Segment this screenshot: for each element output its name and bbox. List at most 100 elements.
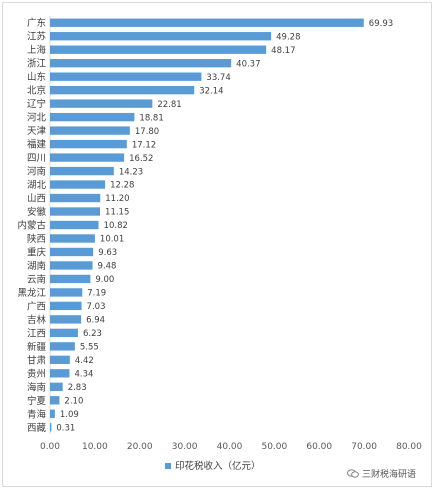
bar (50, 112, 135, 122)
bar (50, 301, 82, 311)
bar (50, 234, 95, 243)
data-label: 2.83 (68, 383, 87, 393)
data-label: 16.52 (129, 154, 153, 164)
category-label: 宁夏 (27, 395, 47, 407)
bar (50, 409, 55, 418)
data-label: 9.48 (98, 262, 117, 272)
category-label: 江苏 (27, 31, 47, 43)
x-tick-label: 40.00 (217, 442, 243, 452)
bar (50, 72, 202, 81)
data-label: 22.81 (157, 100, 181, 110)
data-label: 40.37 (236, 59, 260, 69)
category-label: 甘肃 (27, 354, 46, 366)
bar (50, 153, 125, 162)
data-label: 4.42 (75, 356, 94, 366)
data-label: 6.23 (83, 329, 102, 339)
category-label: 河北 (27, 112, 47, 124)
data-label: 5.55 (80, 343, 99, 353)
category-label: 海南 (27, 381, 46, 393)
data-label: 69.93 (369, 19, 393, 29)
category-label: 青海 (27, 408, 47, 420)
data-label: 9.00 (95, 275, 114, 285)
bar (50, 45, 267, 54)
category-label: 山东 (27, 71, 46, 83)
data-label: 11.15 (105, 208, 129, 218)
data-label: 33.74 (206, 73, 230, 83)
data-label: 2.10 (64, 396, 83, 406)
legend-label: 印花税收入（亿元） (175, 460, 261, 472)
category-label: 内蒙古 (17, 220, 46, 232)
data-label: 0.31 (56, 423, 75, 433)
bar (50, 328, 78, 338)
category-label: 陕西 (27, 233, 46, 245)
category-label: 江西 (27, 328, 46, 339)
bar (50, 180, 106, 189)
bar (50, 342, 75, 351)
category-label: 河南 (27, 166, 46, 178)
bar (50, 207, 101, 216)
bar (50, 193, 101, 203)
data-label: 10.82 (104, 221, 128, 231)
category-label: 安徽 (27, 206, 47, 218)
x-tick-label: 0.00 (40, 442, 60, 452)
category-label: 四川 (27, 153, 46, 164)
bar (50, 85, 195, 95)
category-label: 新疆 (27, 341, 47, 353)
data-label: 7.03 (87, 302, 106, 312)
category-label: 广西 (27, 300, 46, 312)
x-tick-label: 30.00 (172, 442, 198, 452)
data-label: 14.23 (119, 167, 143, 177)
x-tick-label: 20.00 (127, 442, 153, 452)
bar (50, 166, 114, 176)
data-label: 4.34 (74, 370, 93, 380)
bar (50, 288, 83, 297)
watermark-text: 三财税海研语 (362, 470, 417, 480)
category-label: 湖南 (27, 260, 46, 272)
bar (50, 382, 63, 391)
x-tick-label: 60.00 (306, 442, 332, 452)
category-label: 天津 (27, 126, 47, 137)
x-tick-label: 50.00 (261, 442, 287, 452)
category-label: 山西 (27, 194, 46, 205)
bar (50, 315, 82, 324)
bar (50, 396, 60, 405)
data-label: 7.19 (87, 289, 106, 299)
data-label: 11.20 (105, 194, 129, 204)
category-label: 黑龙江 (17, 287, 46, 299)
x-tick-label: 80.00 (396, 442, 422, 452)
category-label: 北京 (27, 85, 46, 97)
category-label: 吉林 (27, 314, 47, 326)
bar (50, 99, 153, 108)
category-label: 西藏 (27, 422, 47, 434)
data-label: 6.94 (86, 316, 105, 326)
bar (50, 220, 99, 230)
bar-chart: 广东 69.93 江苏 49.28 上海 48.17 浙江 40.37 山东 33.74 北京 32.… (17, 16, 422, 472)
data-label: 12.28 (110, 181, 134, 191)
bar (50, 369, 70, 378)
x-tick-label: 70.00 (351, 442, 377, 452)
legend-swatch (165, 463, 171, 469)
data-label: 32.14 (199, 86, 223, 96)
bar (50, 355, 70, 365)
data-label: 18.81 (139, 113, 163, 123)
bar (50, 59, 232, 68)
watermark: 三财税海研语 (347, 467, 416, 480)
data-label: 49.28 (276, 32, 300, 42)
category-label: 广东 (27, 17, 46, 29)
x-tick-label: 10.00 (82, 442, 108, 452)
category-label: 重庆 (27, 246, 47, 258)
data-label: 17.80 (135, 127, 159, 137)
data-label: 9.63 (98, 248, 117, 258)
category-label: 辽宁 (27, 98, 46, 110)
chart-frame: 广东 69.93 江苏 49.28 上海 48.17 浙江 40.37 山东 33.74 北京 32.… (2, 2, 432, 487)
category-label: 浙江 (27, 58, 47, 70)
data-label: 10.01 (100, 235, 124, 245)
category-label: 湖北 (27, 180, 47, 191)
bar (50, 247, 94, 257)
bar (50, 126, 130, 135)
data-label: 17.12 (132, 140, 156, 150)
wechat-icon (347, 469, 359, 478)
bar (50, 274, 91, 284)
data-label: 48.17 (271, 46, 295, 56)
category-label: 云南 (27, 273, 46, 285)
